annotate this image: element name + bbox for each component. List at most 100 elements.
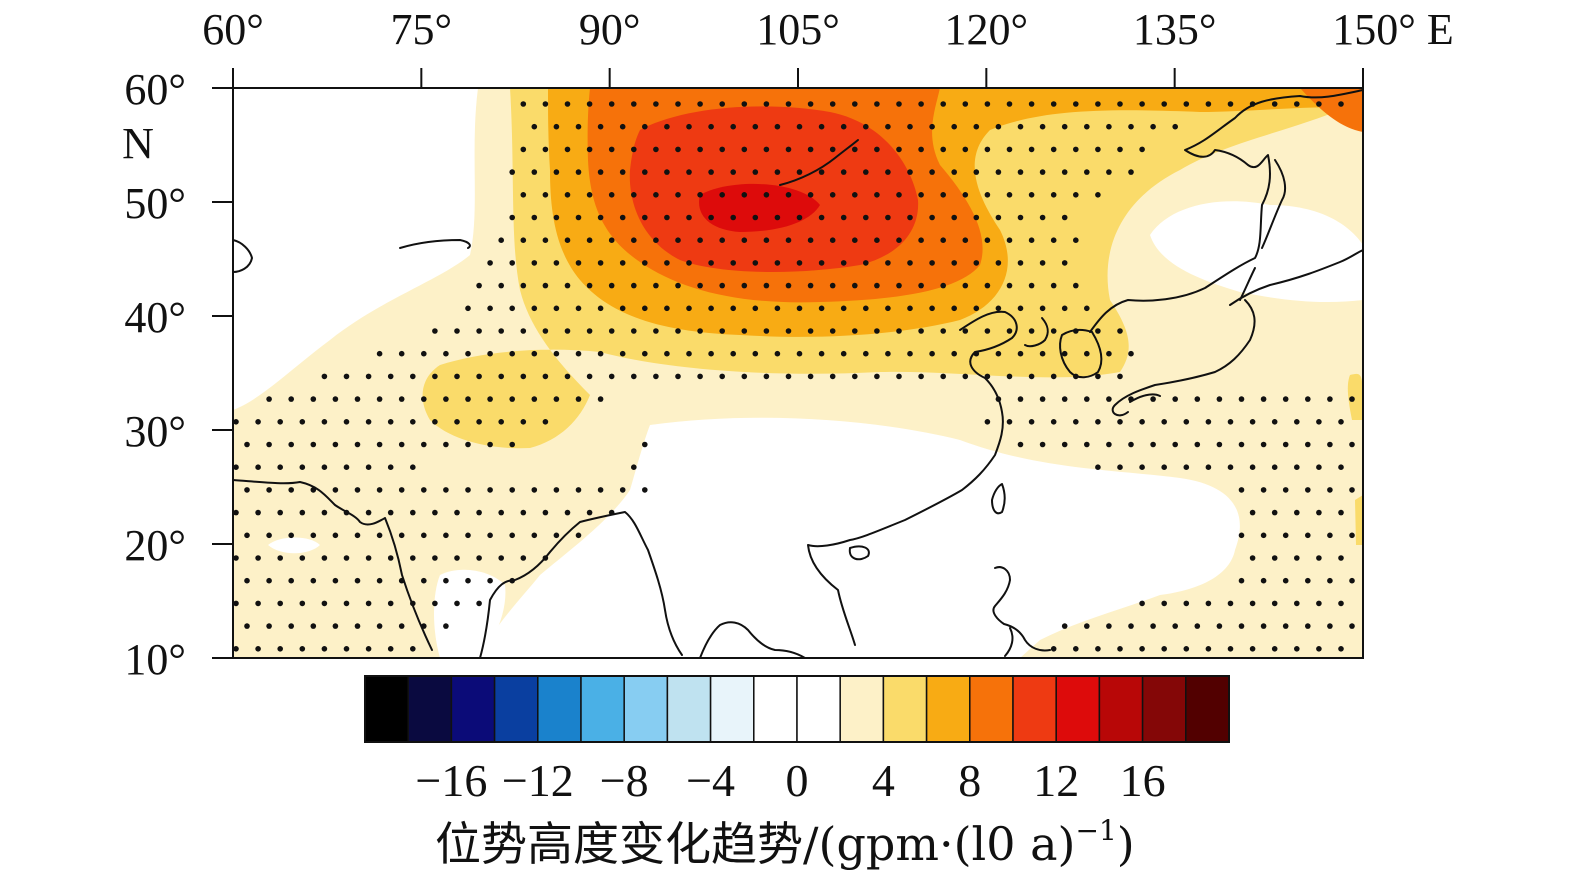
- stipple-dot: [498, 419, 505, 425]
- stipple-dot: [1017, 396, 1024, 402]
- stipple-dot: [376, 532, 383, 539]
- stipple-dot: [918, 328, 924, 334]
- stipple-dot: [454, 328, 460, 334]
- stipple-dot: [465, 350, 471, 357]
- stipple-dot: [951, 169, 957, 175]
- stipple-dot: [1061, 260, 1068, 266]
- stipple-dot: [664, 169, 670, 175]
- stipple-dot: [1139, 646, 1145, 652]
- stipple-dot: [951, 350, 957, 357]
- stipple-dot: [874, 146, 880, 153]
- stipple-dot: [984, 328, 991, 334]
- stipple-dot: [575, 260, 582, 266]
- stipple-dot: [376, 487, 383, 493]
- stipple-dot: [564, 101, 571, 107]
- stipple-dot: [1073, 282, 1079, 289]
- stipple-dot: [785, 146, 792, 153]
- stipple-dot: [1150, 123, 1156, 130]
- stipple-dot: [310, 577, 317, 584]
- stipple-dot: [719, 282, 725, 289]
- stipple-dot: [807, 237, 814, 243]
- stipple-dot: [1095, 373, 1101, 380]
- stipple-dot: [487, 487, 493, 493]
- stipple-dot: [653, 101, 659, 107]
- stipple-dot: [675, 192, 681, 198]
- stipple-dot: [1294, 600, 1300, 607]
- stipple-dot: [365, 509, 372, 516]
- stipple-dot: [896, 237, 902, 243]
- stipple-dot: [730, 123, 736, 130]
- stipple-dot: [343, 419, 350, 425]
- stipple-dot: [432, 419, 438, 425]
- colorbar-title-text: 位势高度变化趋势/(gpm·(l0 a): [435, 817, 1076, 871]
- stipple-dot: [465, 577, 471, 584]
- stipple-dot: [664, 350, 670, 357]
- stipple-dot: [299, 646, 306, 652]
- stipple-dot: [1260, 396, 1267, 402]
- stipple-dot: [719, 192, 725, 198]
- stipple-dot: [752, 260, 759, 266]
- stipple-dot: [443, 441, 449, 448]
- stipple-dot: [962, 237, 969, 243]
- stipple-dot: [553, 260, 560, 266]
- lat-tick-label: 50°: [124, 179, 186, 228]
- stipple-dot: [398, 623, 405, 629]
- stipple-dot: [288, 577, 295, 584]
- stipple-dot: [940, 373, 946, 380]
- stipple-dot: [1006, 146, 1013, 153]
- stipple-dot: [1061, 169, 1068, 175]
- stipple-dot: [299, 600, 306, 607]
- stipple-dot: [1282, 532, 1289, 539]
- stipple-dot: [664, 214, 670, 221]
- colorbar-tick-labels: −16 −12 −8 −4 0 4 8 12 16: [415, 755, 1165, 806]
- stipple-dot: [586, 282, 593, 289]
- stipple-dot: [818, 260, 825, 266]
- stipple-dot: [840, 169, 847, 175]
- stipple-dot: [984, 237, 991, 243]
- stipple-dot: [1216, 441, 1223, 448]
- stipple-dot: [885, 350, 891, 357]
- stipple-dot: [531, 169, 538, 175]
- stipple-dot: [343, 464, 350, 471]
- stipple-dot: [432, 373, 438, 380]
- stipple-dot: [553, 305, 560, 312]
- stipple-dot: [1050, 192, 1057, 198]
- stipple-dot: [918, 373, 924, 380]
- stipple-dot: [675, 237, 681, 243]
- stipple-dot: [1183, 464, 1190, 471]
- colorbar-tick-label: −12: [502, 755, 574, 806]
- stipple-dot: [310, 441, 317, 448]
- stipple-dot: [697, 101, 703, 107]
- stipple-dot: [1161, 600, 1167, 607]
- stipple-dot: [1194, 441, 1201, 448]
- stipple-dot: [907, 169, 913, 175]
- stipple-dot: [631, 237, 637, 243]
- stipple-dot: [995, 396, 1002, 402]
- stipple-dot: [520, 146, 527, 153]
- stipple-dot: [1172, 441, 1178, 448]
- stipple-dot: [940, 146, 946, 153]
- stipple-dot: [531, 487, 538, 493]
- stipple-dot: [840, 123, 847, 130]
- stipple-dot: [354, 441, 361, 448]
- stipple-dot: [343, 646, 350, 652]
- stipple-dot: [774, 214, 781, 221]
- stipple-dot: [686, 214, 692, 221]
- stipple-dot: [398, 350, 405, 357]
- stipple-dot: [575, 123, 582, 130]
- stipple-dot: [697, 146, 703, 153]
- colorbar-tick-label: 4: [872, 755, 895, 806]
- stipple-dot: [575, 169, 582, 175]
- stipple-dot: [642, 169, 648, 175]
- stipple-dot: [266, 441, 272, 448]
- stipple-dot: [852, 237, 858, 243]
- stipple-dot: [686, 169, 692, 175]
- stipple-dot: [796, 123, 803, 130]
- stipple-dot: [288, 441, 295, 448]
- stipple-dot: [1183, 101, 1190, 107]
- stipple-dot: [1161, 101, 1167, 107]
- stipple-dot: [918, 192, 924, 198]
- stipple-dot: [1205, 464, 1212, 471]
- colorbar-swatch: [839, 675, 885, 743]
- stipple-dot: [763, 328, 770, 334]
